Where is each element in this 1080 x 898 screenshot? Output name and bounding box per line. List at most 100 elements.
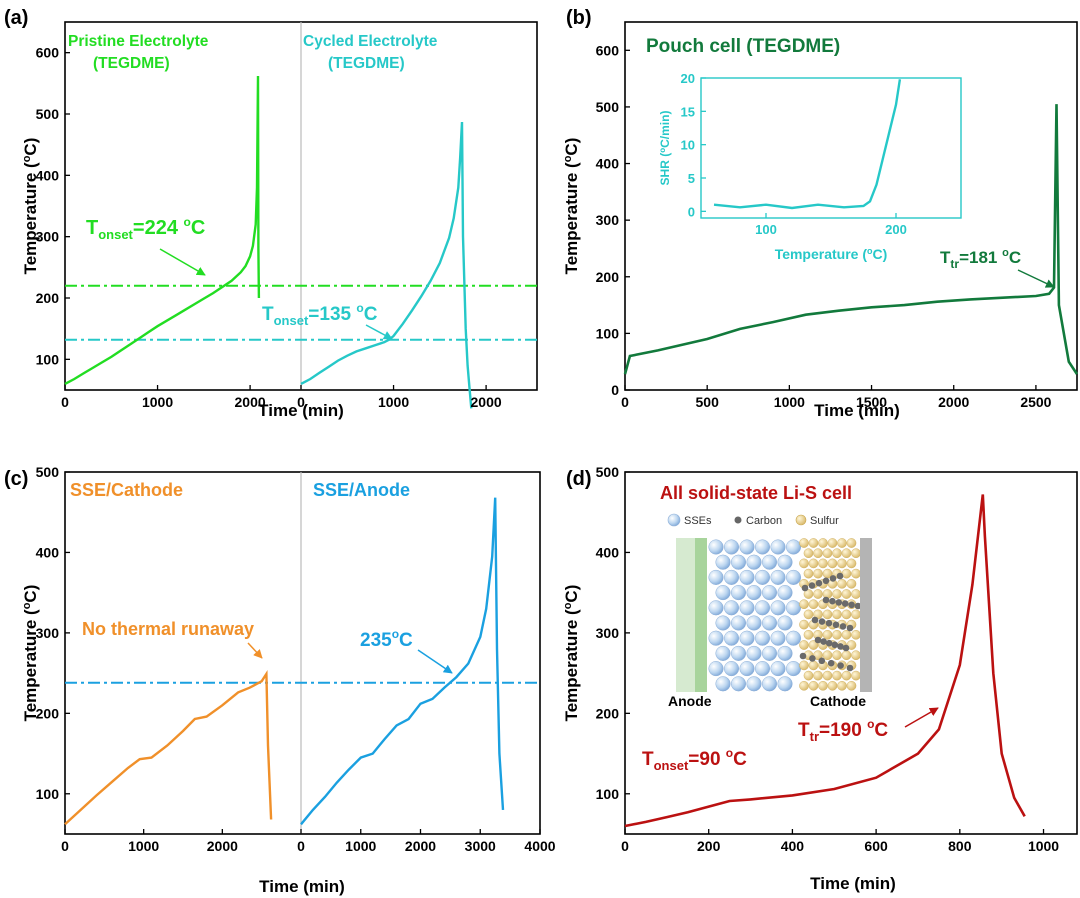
- carbon-particle: [835, 599, 843, 606]
- sulfur-particle: [841, 670, 852, 681]
- sse-particle: [708, 569, 724, 585]
- x-tick-label: 0: [297, 394, 305, 410]
- sse-particle: [754, 539, 771, 555]
- panel-a-right-title-1: Cycled Electrolyte: [303, 33, 438, 50]
- panel-c-frame: [64, 471, 541, 835]
- sulfur-particle: [846, 681, 857, 691]
- sulfur-particle: [827, 538, 838, 548]
- panel-c-ylabel: Temperature (oC): [21, 585, 40, 722]
- panel-b-xlabel: Time (min): [814, 401, 900, 420]
- panel-d-ylabel: Temperature (oC): [562, 585, 581, 722]
- carbon-particle: [831, 641, 839, 649]
- sulfur-particle: [837, 538, 847, 548]
- x-tick-label: 1000: [128, 838, 159, 854]
- carbon-particle: [829, 575, 837, 582]
- sse-particle: [730, 585, 747, 601]
- sse-particle: [754, 600, 771, 616]
- panel-d-lis-series: [624, 494, 1026, 828]
- sulfur-particle: [841, 548, 852, 559]
- panel-d-letter: (d): [566, 468, 592, 490]
- carbon-particle: [822, 596, 830, 604]
- sulfur-particle: [799, 619, 809, 630]
- sulfur-particle: [832, 650, 842, 661]
- panel-b: (b) 0 500 1000 1500 2000 25000100200300400500…: [562, 7, 1079, 420]
- y-tick-label: 400: [36, 544, 60, 560]
- carbon-particle: [825, 619, 833, 627]
- sulfur-particle: [803, 630, 814, 640]
- sulfur-particle: [808, 660, 819, 671]
- carbon-particle: [846, 624, 854, 632]
- sulfur-particle: [832, 589, 842, 599]
- sulfur-particle: [851, 609, 861, 620]
- sulfur-particle: [846, 579, 857, 589]
- x-tick-label: 2500: [1020, 394, 1051, 410]
- sse-particle: [785, 539, 802, 555]
- y-tick-label: 600: [36, 45, 60, 61]
- carbon-particle: [837, 662, 844, 669]
- carbon-particle: [822, 577, 830, 585]
- carbon-particle: [799, 652, 807, 660]
- x-tick-label: 200: [697, 838, 721, 854]
- sulfur-particle: [799, 538, 809, 548]
- carbon-particle: [829, 597, 836, 605]
- y-tick-label: 10: [681, 138, 695, 153]
- sulfur-particle: [813, 548, 823, 559]
- sulfur-particle: [803, 589, 814, 599]
- legend-sse-label: SSEs: [684, 515, 712, 527]
- sse-particle: [730, 676, 747, 692]
- y-tick-label: 100: [596, 325, 620, 341]
- x-tick-label: 600: [864, 838, 888, 854]
- panel-c-anode-series: [300, 497, 505, 826]
- x-tick-label: 500: [696, 394, 720, 410]
- sse-particle: [754, 630, 771, 646]
- sse-particle: [708, 630, 724, 646]
- panel-b-inset-frame: [700, 77, 962, 219]
- sse-particle: [770, 630, 786, 646]
- panel-b-letter: (b): [566, 7, 592, 29]
- sse-particle: [754, 661, 771, 677]
- panel-d-ttr-arrow: [904, 707, 939, 728]
- panel-a-onset-arrow-135: [365, 324, 393, 340]
- sulfur-particle: [841, 568, 852, 579]
- sulfur-particle: [808, 681, 819, 691]
- sulfur-particle: [822, 609, 833, 620]
- sse-particle: [785, 569, 802, 585]
- y-tick-label: 200: [596, 705, 620, 721]
- panel-c-temp-label: 235oC: [360, 627, 413, 651]
- carbon-particle: [848, 601, 855, 609]
- panel-b-ttr-label: Ttr=181 oC: [940, 247, 1021, 271]
- y-tick-label: 500: [596, 99, 620, 115]
- y-tick-label: 300: [36, 229, 60, 245]
- sulfur-particle: [822, 670, 833, 681]
- sse-particle: [754, 569, 771, 585]
- sulfur-particle: [827, 558, 838, 569]
- sse-particle: [715, 615, 731, 631]
- sulfur-particle: [841, 589, 852, 599]
- x-tick-label: 2000: [207, 838, 238, 854]
- panel-a-xlabel: Time (min): [258, 401, 344, 420]
- y-tick-label: 500: [36, 464, 60, 480]
- carbon-particle: [839, 623, 847, 630]
- panel-c-letter: (c): [4, 468, 28, 490]
- carbon-particle: [801, 584, 809, 592]
- sulfur-particle: [803, 568, 814, 579]
- panel-b-inset-axes: 100 200 0 5 10 15 20: [681, 71, 907, 237]
- x-tick-label: 800: [948, 838, 972, 854]
- sulfur-particle: [822, 630, 833, 640]
- panel-a-right-title-2: (TEGDME): [328, 55, 405, 72]
- panel-c-left-title: SSE/Cathode: [70, 480, 183, 500]
- sulfur-particle: [808, 640, 819, 650]
- sulfur-particle: [837, 558, 847, 569]
- anode-label: Anode: [668, 693, 712, 709]
- sulfur-particle: [832, 548, 842, 559]
- anode-layer-light: [676, 538, 695, 692]
- sse-particle: [777, 585, 793, 601]
- sse-particle: [746, 585, 762, 601]
- carbon-particle: [841, 600, 849, 607]
- panel-a-onset-arrow-224: [159, 248, 206, 276]
- y-tick-label: 500: [596, 464, 620, 480]
- sse-particle: [715, 585, 731, 601]
- carbon-particle: [814, 636, 822, 644]
- sulfur-particle: [808, 599, 819, 610]
